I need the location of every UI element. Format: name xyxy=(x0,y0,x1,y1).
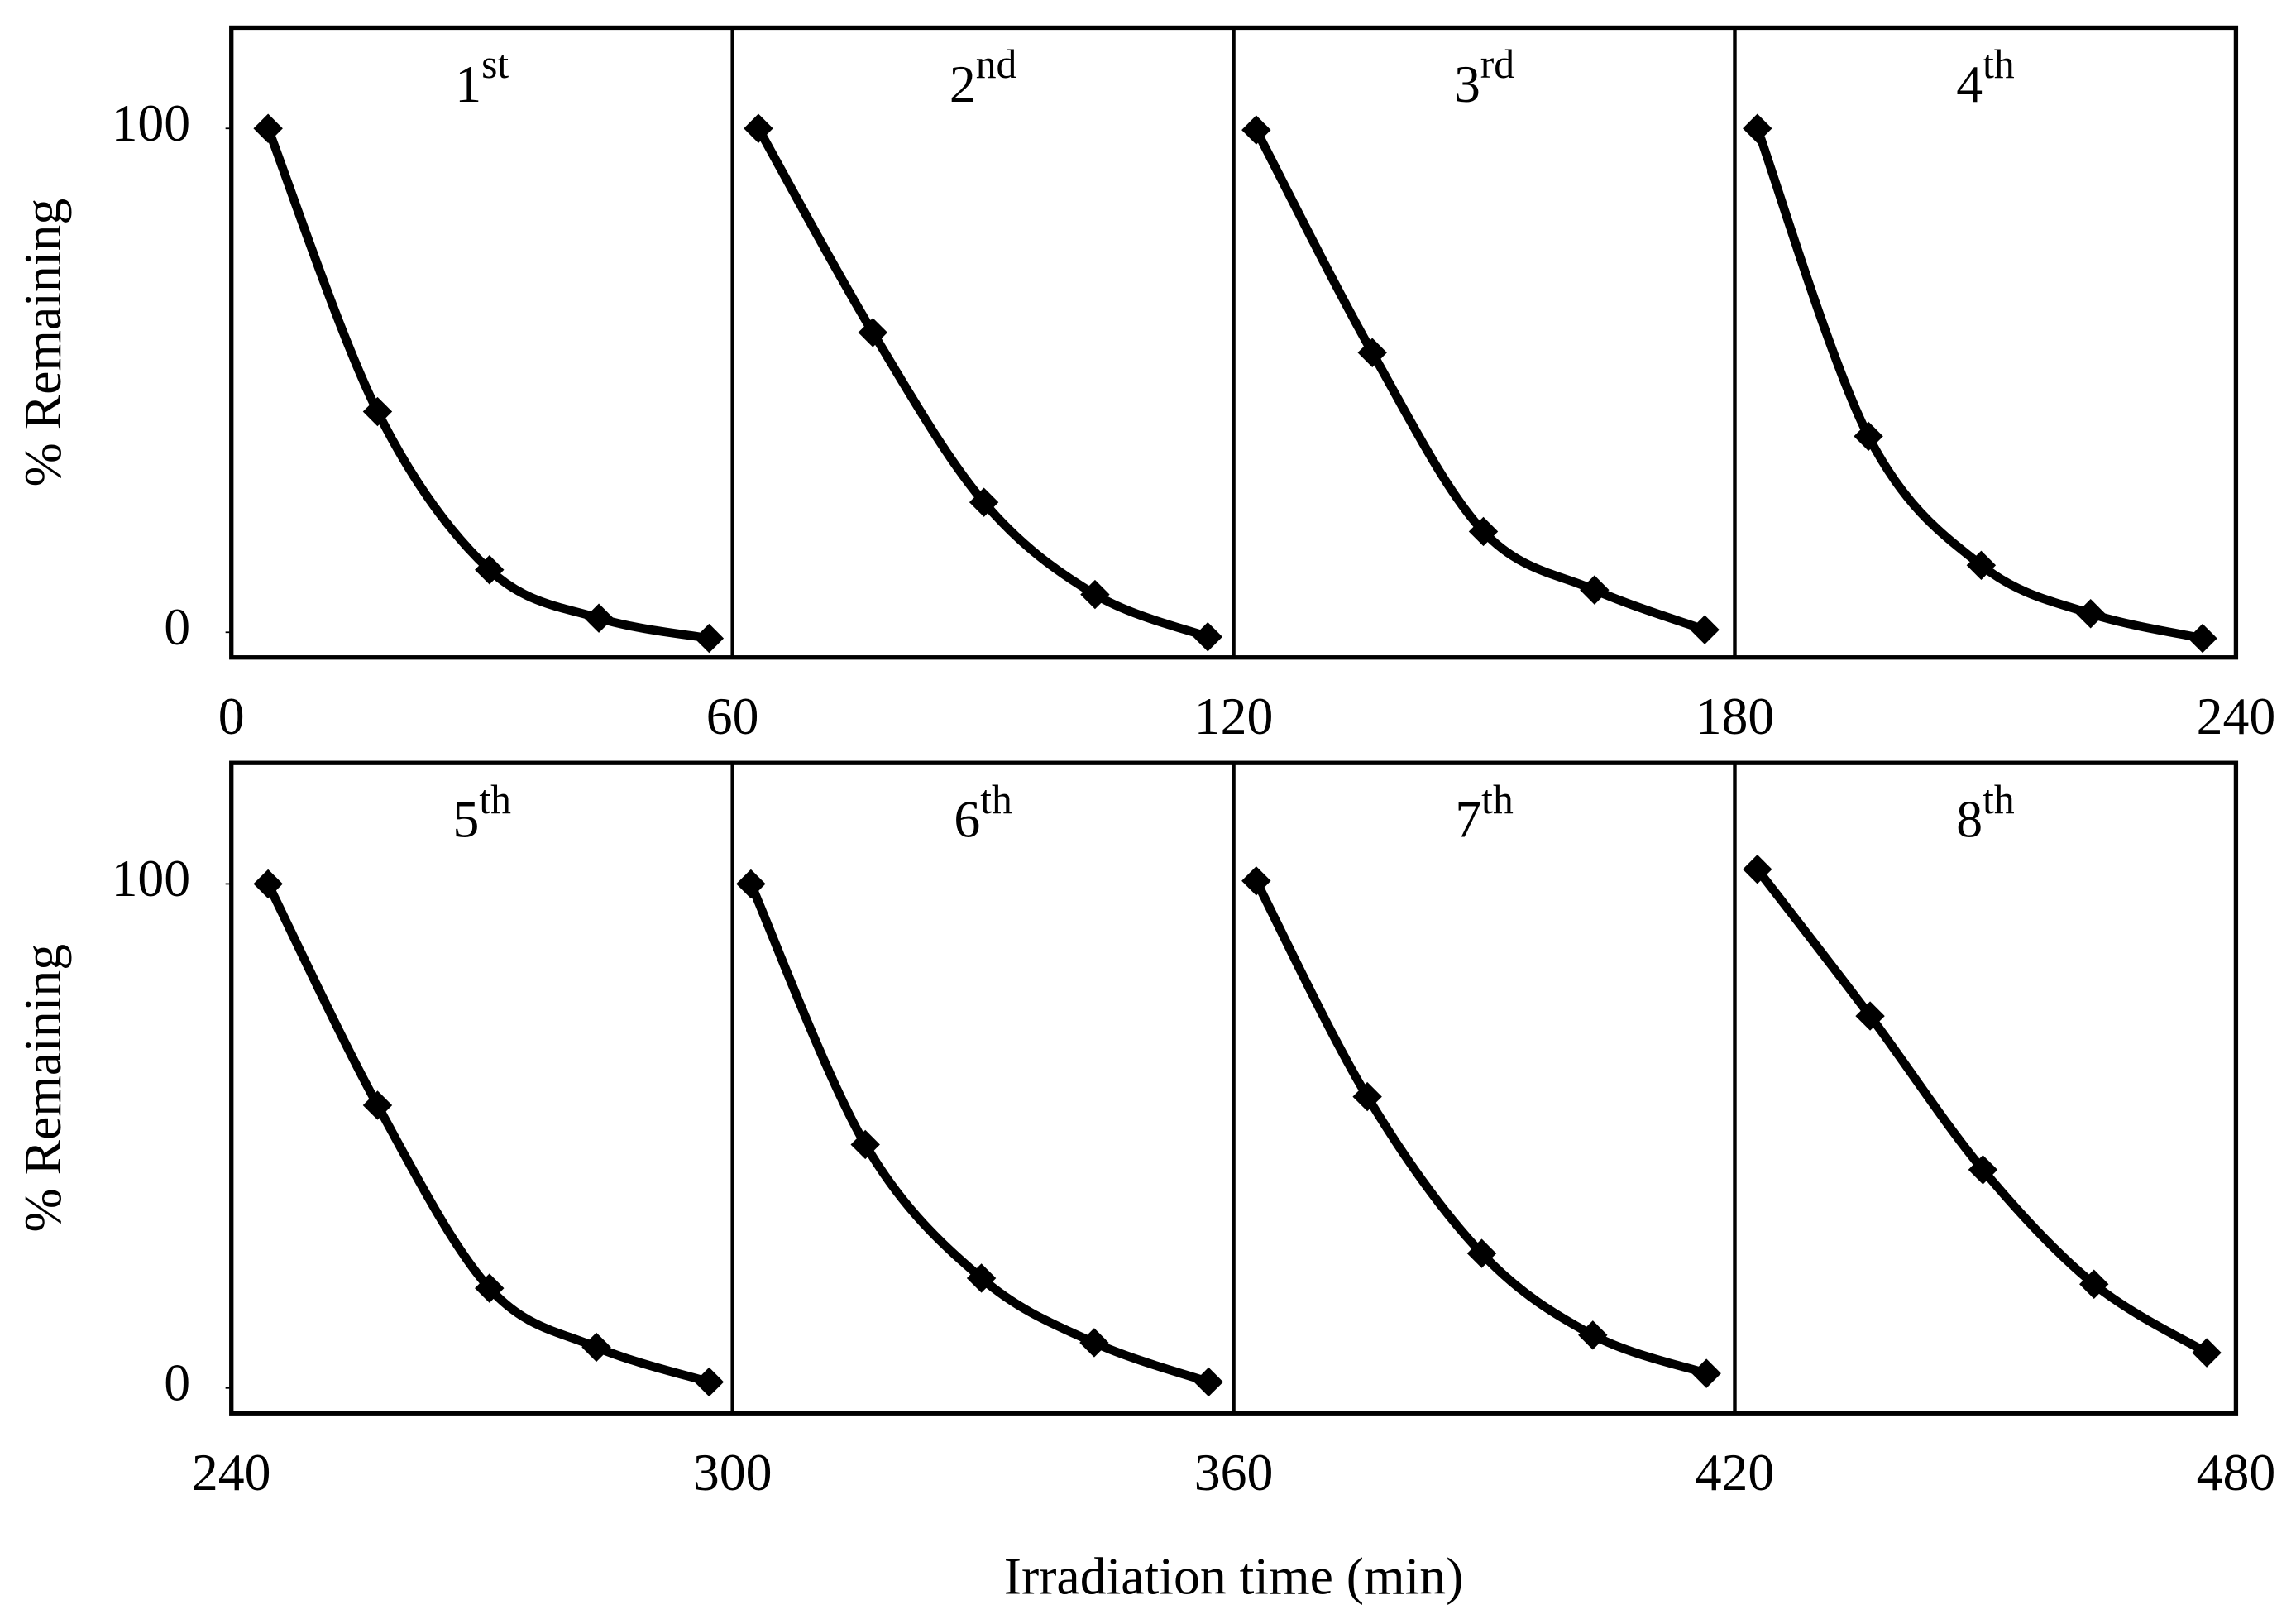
marker xyxy=(858,318,888,347)
cycle-suffix: nd xyxy=(976,41,1017,87)
y-tick-label: 100 xyxy=(112,849,191,908)
cycle-label: 6th xyxy=(954,777,1012,848)
cycle-label: 3rd xyxy=(1454,41,1514,113)
cycle-number: 1 xyxy=(455,54,481,113)
marker xyxy=(2192,1338,2222,1368)
marker xyxy=(1193,1367,1223,1397)
marker xyxy=(584,603,614,633)
cycle-number: 5 xyxy=(452,789,479,848)
y-axis-label: % Remaining xyxy=(13,199,72,487)
marker xyxy=(1241,866,1271,896)
marker xyxy=(694,1367,725,1397)
cycle-suffix: th xyxy=(1481,777,1514,822)
marker xyxy=(1966,550,1997,580)
marker xyxy=(2188,623,2217,654)
marker xyxy=(850,1129,880,1160)
x-tick-label: 360 xyxy=(1194,1443,1274,1502)
marker xyxy=(1080,579,1110,610)
cycle-suffix: th xyxy=(479,777,511,822)
marker xyxy=(2079,1269,2109,1299)
marker xyxy=(1743,113,1772,143)
marker xyxy=(736,869,766,899)
marker xyxy=(1854,421,1883,452)
marker xyxy=(2075,599,2106,629)
x-tick-label: 120 xyxy=(1194,687,1274,745)
cycle-label: 2nd xyxy=(949,41,1017,113)
x-tick-label: 300 xyxy=(693,1443,773,1502)
cycle-label: 5th xyxy=(452,777,511,848)
cycle-number: 7 xyxy=(1455,789,1481,848)
marker xyxy=(966,1263,997,1293)
cycle-suffix: th xyxy=(1983,41,2015,87)
marker xyxy=(1743,855,1772,884)
cycle-number: 4 xyxy=(1956,54,1983,113)
marker xyxy=(969,487,999,517)
marker xyxy=(362,1090,393,1120)
cycle-label: 1st xyxy=(455,41,509,113)
series-line xyxy=(264,127,710,643)
series-line xyxy=(1753,127,2204,643)
y-tick-label: 100 xyxy=(112,93,191,152)
marker xyxy=(1468,516,1499,547)
cycle-suffix: rd xyxy=(1480,41,1515,87)
series-line xyxy=(1252,127,1706,635)
marker xyxy=(475,555,505,585)
series-line xyxy=(754,126,1210,641)
marker xyxy=(1855,1001,1885,1031)
cycle-suffix: st xyxy=(481,41,509,87)
x-tick-label: 240 xyxy=(192,1443,271,1502)
marker xyxy=(694,623,725,654)
cycle-label: 8th xyxy=(1956,777,2015,848)
x-axis-label: Irradiation time (min) xyxy=(1004,1546,1464,1605)
marker xyxy=(1580,575,1610,605)
marker xyxy=(475,1273,505,1303)
marker xyxy=(1079,1328,1109,1358)
marker xyxy=(1691,1358,1721,1388)
y-tick-label: 0 xyxy=(164,597,190,656)
x-tick-label: 60 xyxy=(706,687,759,745)
cycle-suffix: th xyxy=(980,777,1012,822)
marker xyxy=(253,869,283,899)
x-tick-label: 420 xyxy=(1696,1443,1775,1502)
marker xyxy=(1690,615,1720,644)
series-line xyxy=(264,882,710,1387)
cycle-number: 2 xyxy=(949,54,976,113)
cycle-number: 8 xyxy=(1956,789,1983,848)
x-tick-label: 240 xyxy=(2197,687,2276,745)
marker xyxy=(1578,1320,1608,1350)
marker xyxy=(1466,1238,1497,1268)
marker xyxy=(1968,1155,1998,1185)
series-line xyxy=(1753,866,2209,1357)
marker xyxy=(1352,1081,1382,1112)
cycle-suffix: th xyxy=(1983,777,2015,822)
cycle-number: 3 xyxy=(1454,54,1480,113)
marker xyxy=(581,1332,611,1363)
y-tick-label: 0 xyxy=(164,1353,190,1411)
x-tick-label: 180 xyxy=(1696,687,1775,745)
marker xyxy=(1357,338,1387,367)
x-tick-label: 0 xyxy=(218,687,245,745)
cycle-number: 6 xyxy=(954,789,980,848)
marker xyxy=(253,113,283,143)
x-tick-label: 480 xyxy=(2197,1443,2276,1502)
y-axis-label: % Remaining xyxy=(13,944,72,1233)
marker xyxy=(1241,115,1271,145)
cycle-label: 7th xyxy=(1455,777,1514,848)
series-line xyxy=(747,882,1210,1387)
cycle-label: 4th xyxy=(1956,41,2015,113)
series-line xyxy=(1252,879,1708,1378)
marker xyxy=(362,396,393,427)
marker xyxy=(1193,622,1222,652)
